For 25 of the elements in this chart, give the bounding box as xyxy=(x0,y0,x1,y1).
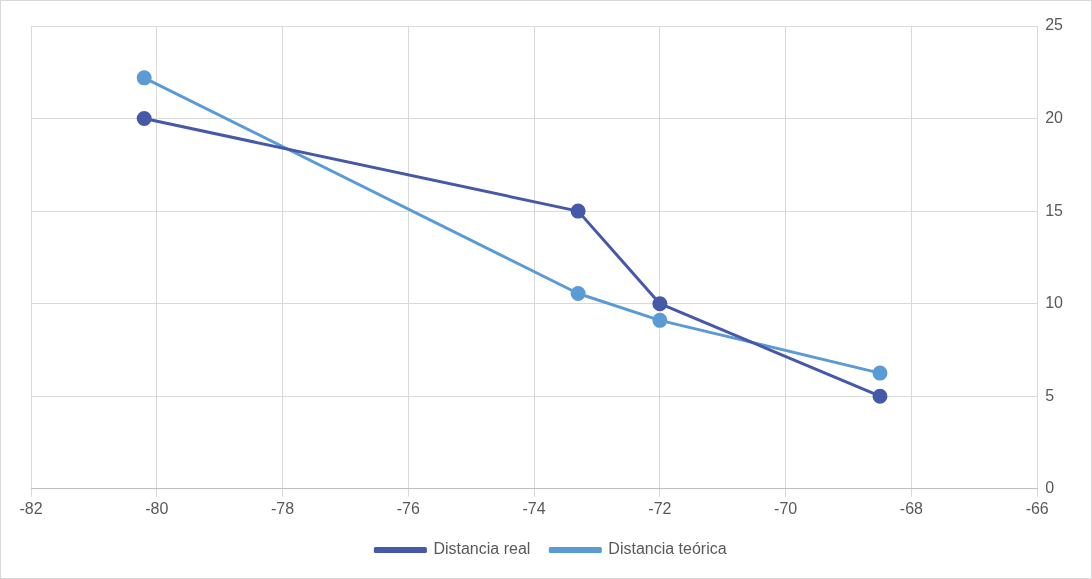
point xyxy=(652,296,668,312)
x-tick-label: -78 xyxy=(270,499,295,517)
point xyxy=(136,70,152,86)
point xyxy=(570,286,586,301)
x-tick-label: -66 xyxy=(1025,499,1049,517)
x-tick-label: -76 xyxy=(396,499,420,517)
point xyxy=(872,365,888,381)
x-tick-label: -74 xyxy=(522,499,546,517)
legend-label: Distancia teórica xyxy=(608,540,727,558)
y-tick-label: 20 xyxy=(1045,108,1064,126)
y-tick-label: 5 xyxy=(1045,386,1055,404)
point xyxy=(570,203,586,219)
x-tick-label: -70 xyxy=(774,499,798,517)
x-tick-label: -68 xyxy=(899,499,924,517)
y-tick-label: 10 xyxy=(1045,294,1064,312)
y-tick-label: 25 xyxy=(1045,16,1064,34)
legend-label: Distancia real xyxy=(433,540,531,558)
point xyxy=(652,312,668,328)
y-tick-label: 0 xyxy=(1045,479,1055,497)
x-tick-label: -72 xyxy=(648,499,672,517)
y-tick-label: 15 xyxy=(1045,201,1064,219)
x-tick-label: -82 xyxy=(19,499,43,517)
point xyxy=(136,111,152,127)
x-tick-label: -80 xyxy=(145,499,169,517)
point xyxy=(872,388,888,404)
